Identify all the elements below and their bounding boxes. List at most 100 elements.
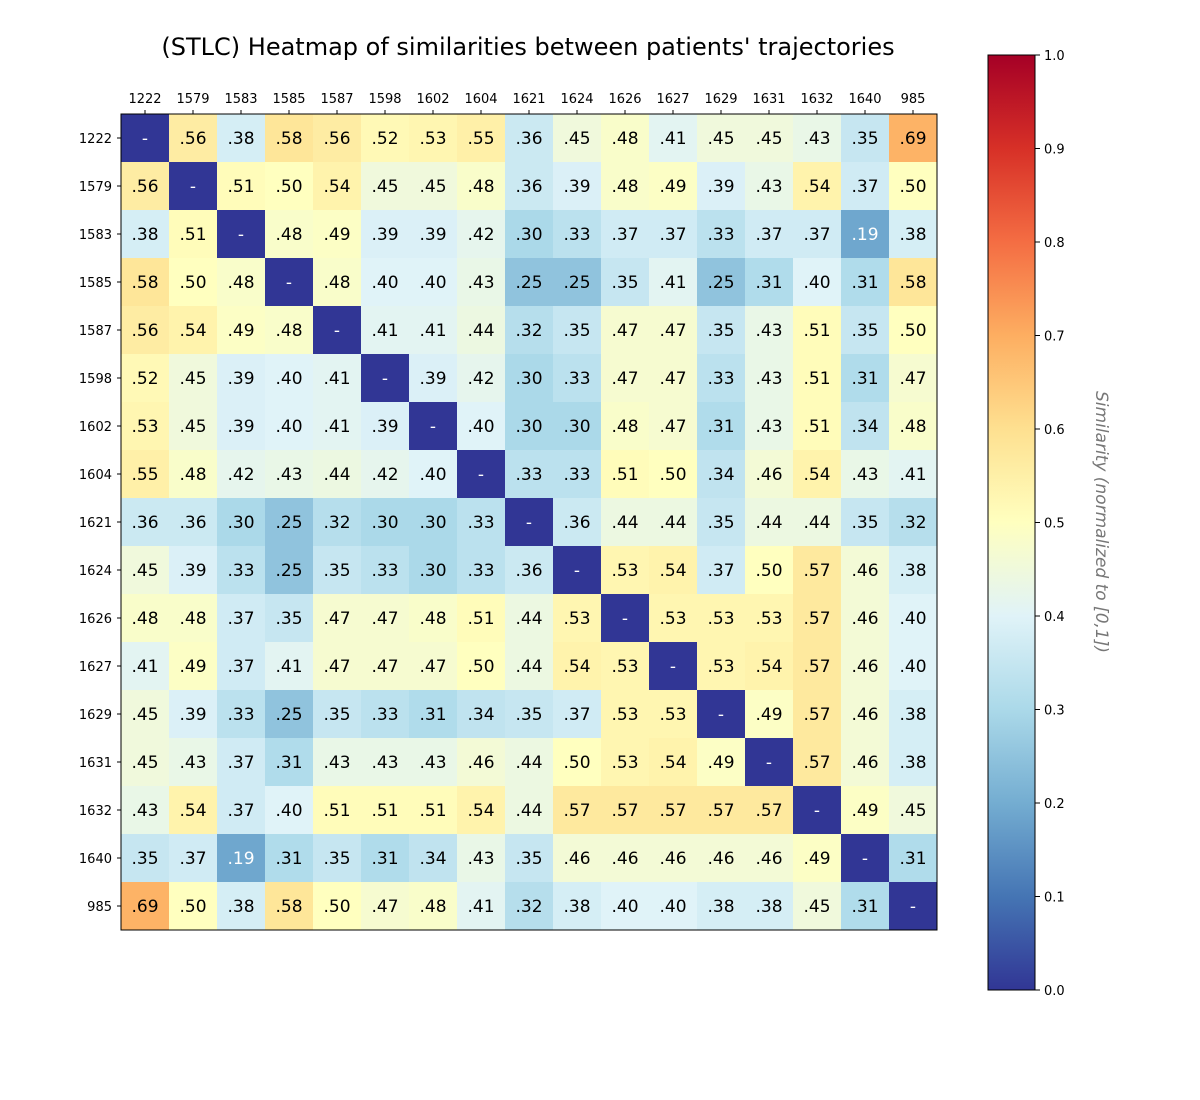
cell-value-label: .36	[515, 129, 542, 149]
y-tick-label: 1579	[79, 180, 112, 195]
cell-value-label: .19	[851, 225, 878, 245]
cell-value-label: .47	[323, 609, 350, 629]
cell-value-label: .46	[563, 849, 590, 869]
heatmap-cell	[889, 738, 938, 787]
heatmap-cell	[361, 546, 410, 595]
heatmap-cell	[649, 834, 698, 883]
heatmap-cell	[697, 594, 746, 643]
cell-value-label: .31	[371, 849, 398, 869]
cell-value-label: .32	[323, 513, 350, 533]
cell-value-label: .42	[467, 225, 494, 245]
cell-value-label: .40	[467, 417, 494, 437]
heatmap-cell	[889, 258, 938, 307]
heatmap-cell	[505, 114, 554, 163]
heatmap-cell	[553, 210, 602, 259]
cell-value-label: .53	[659, 705, 686, 725]
cell-value-label: .33	[707, 369, 734, 389]
cell-value-label: .36	[515, 561, 542, 581]
heatmap-cell	[841, 402, 890, 451]
cell-value-label: .45	[707, 129, 734, 149]
heatmap-cell	[745, 114, 794, 163]
heatmap-cell	[697, 786, 746, 835]
cell-value-label: .51	[179, 225, 206, 245]
cell-value-label: .46	[659, 849, 686, 869]
heatmap-cell	[889, 354, 938, 403]
heatmap-cell	[265, 882, 314, 931]
cell-value-label: .40	[611, 897, 638, 917]
cell-value-label: -	[382, 369, 388, 389]
heatmap-cell	[553, 690, 602, 739]
heatmap-cell	[745, 498, 794, 547]
heatmap-cell	[457, 882, 506, 931]
heatmap-cell	[793, 306, 842, 355]
heatmap-cell	[361, 210, 410, 259]
heatmap-cell	[649, 114, 698, 163]
cell-value-label: .57	[611, 801, 638, 821]
heatmap-cell	[457, 258, 506, 307]
cell-value-label: .47	[659, 321, 686, 341]
y-tick-label: 985	[87, 900, 112, 915]
cell-value-label: .25	[275, 705, 302, 725]
heatmap-cell	[841, 546, 890, 595]
cell-value-label: .44	[803, 513, 830, 533]
cell-value-label: .56	[131, 177, 158, 197]
heatmap-cell	[745, 354, 794, 403]
cell-value-label: .41	[323, 369, 350, 389]
heatmap-cell	[841, 450, 890, 499]
colorbar	[987, 54, 1036, 991]
heatmap-cell	[649, 594, 698, 643]
heatmap-cell	[889, 834, 938, 883]
heatmap-cell	[841, 834, 890, 883]
cell-value-label: .48	[419, 897, 446, 917]
cell-value-label: .40	[899, 609, 926, 629]
cell-value-label: .41	[131, 657, 158, 677]
cell-value-label: .34	[467, 705, 494, 725]
heatmap-cell	[361, 498, 410, 547]
cell-value-label: .48	[179, 609, 206, 629]
heatmap-cell	[697, 498, 746, 547]
heatmap-cell	[169, 258, 218, 307]
cell-value-label: .47	[659, 417, 686, 437]
heatmap-cell	[553, 450, 602, 499]
heatmap-cell	[601, 594, 650, 643]
heatmap-cell	[265, 834, 314, 883]
cell-value-label: .44	[515, 801, 542, 821]
heatmap-cell	[601, 114, 650, 163]
cell-value-label: .53	[611, 561, 638, 581]
cell-value-label: .47	[611, 369, 638, 389]
cell-value-label: .35	[323, 561, 350, 581]
heatmap-cell	[649, 546, 698, 595]
cell-value-label: .47	[371, 609, 398, 629]
cell-value-label: .38	[563, 897, 590, 917]
cell-value-label: .40	[419, 273, 446, 293]
x-tick-label: 1621	[512, 92, 545, 107]
heatmap-cell	[601, 546, 650, 595]
cell-value-label: .39	[371, 417, 398, 437]
cell-value-label: .48	[131, 609, 158, 629]
y-tick-label: 1632	[79, 804, 112, 819]
cell-value-label: .38	[899, 225, 926, 245]
cell-value-label: .44	[515, 753, 542, 773]
cell-value-label: .44	[659, 513, 686, 533]
cell-value-label: .39	[371, 225, 398, 245]
cell-value-label: .32	[515, 321, 542, 341]
heatmap-cell	[457, 210, 506, 259]
cell-value-label: .57	[803, 753, 830, 773]
x-tick-label: 1583	[224, 92, 257, 107]
colorbar-tick-label: 0.0	[1044, 984, 1065, 999]
heatmap-cell	[601, 210, 650, 259]
cell-value-label: .31	[419, 705, 446, 725]
cell-value-label: .32	[899, 513, 926, 533]
cell-value-label: .45	[371, 177, 398, 197]
heatmap-cell	[505, 834, 554, 883]
heatmap-cell	[505, 402, 554, 451]
y-tick-label: 1583	[79, 228, 112, 243]
cell-value-label: -	[190, 177, 196, 197]
heatmap-cell	[361, 882, 410, 931]
cell-value-label: .57	[707, 801, 734, 821]
cell-value-label: .51	[467, 609, 494, 629]
heatmap-cell	[457, 114, 506, 163]
heatmap-cell	[121, 594, 170, 643]
cell-value-label: .48	[227, 273, 254, 293]
cell-value-label: .31	[275, 753, 302, 773]
